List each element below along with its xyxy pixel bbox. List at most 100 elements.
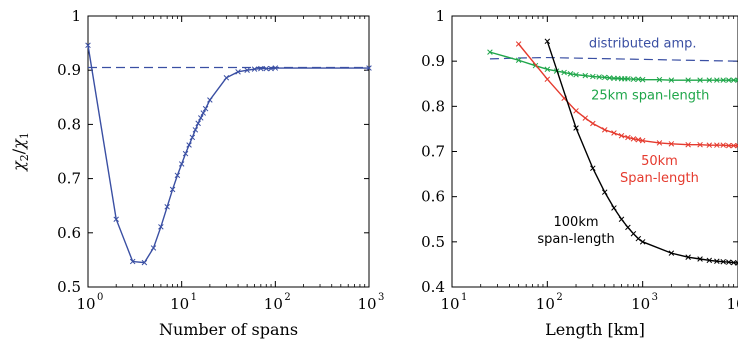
x-tick-base: 10 [726,295,738,313]
annotation-text: Span-length [620,171,699,186]
data-point-marker [195,120,201,127]
data-point-marker [606,75,613,81]
data-point-marker [573,108,579,114]
x-tick-base: 10 [264,295,283,313]
annotation-text: 50km [641,154,678,169]
right-chart-panel: 0.40.50.60.70.80.91101102103104distribut… [421,7,738,339]
data-point-marker [656,140,663,146]
data-point-marker [668,250,675,256]
y-tick-label: 0.7 [421,143,445,161]
annotation-text: 100km [554,215,599,230]
data-point-marker [590,120,596,127]
data-point-marker [618,216,625,223]
data-point-marker [697,77,703,83]
annotation-text: span-length [537,232,614,247]
data-point-marker [726,142,732,149]
data-point-marker [656,76,663,83]
data-point-marker [129,258,136,265]
y-tick-label: 1 [435,7,445,25]
data-point-marker [726,259,732,265]
data-point-marker [625,224,631,231]
x-tick-label: 10 1 [440,292,467,313]
x-tick-exponent: 3 [378,292,384,303]
data-point-marker [611,75,617,82]
data-point-marker [223,75,230,81]
data-point-marker [186,142,192,148]
x-tick-label: 10 1 [170,292,197,313]
data-point-marker [714,142,720,148]
data-point-marker [706,257,713,264]
y-tick-label: 0.8 [57,115,81,133]
y-axis-label: χ2/χ1 [9,132,31,172]
series-1 [487,49,738,83]
data-point-marker [611,130,617,136]
data-point-marker [714,258,720,265]
data-point-marker [630,230,637,237]
x-tick-base: 10 [76,295,95,313]
data-point-marker [726,77,732,83]
y-tick-label: 0.9 [421,52,445,70]
x-tick-exponent: 1 [461,292,467,303]
data-point-marker [630,76,637,82]
data-point-marker [192,127,199,133]
data-point-marker [202,105,209,112]
data-point-marker [590,73,596,80]
data-point-marker [611,205,617,211]
y-tick-label: 1 [71,7,81,25]
data-point-marker [85,42,91,49]
data-point-marker [720,77,726,83]
data-point-marker [174,172,181,179]
x-axis-label: Number of spans [159,320,298,339]
data-point-marker [730,142,737,149]
y-tick-label: 0.5 [421,233,445,251]
data-point-marker [601,127,608,133]
data-point-marker [244,67,250,73]
data-point-marker [639,239,646,245]
series-line [489,51,738,81]
data-point-marker [169,186,176,193]
series-annotation: 50km Span-length [620,154,699,186]
x-tick-label: 104 [726,295,738,313]
x-tick-label: 10 2 [264,292,291,313]
y-tick-label: 0.6 [421,188,445,206]
data-point-marker [158,224,164,230]
data-point-marker [178,161,185,167]
y-tick-label: 0.6 [57,224,81,242]
x-tick-base: 10 [440,295,459,313]
series-annotation: 25km span-length [591,89,709,104]
data-point-marker [706,142,713,148]
x-tick-exponent: 2 [556,292,562,303]
x-tick-label: 10 3 [357,292,384,313]
data-point-marker [200,110,207,116]
data-point-marker [697,256,703,262]
data-point-marker [150,245,157,251]
x-tick-label: 10 0 [76,292,103,313]
data-point-marker [735,77,738,83]
data-point-marker [487,49,493,55]
series-annotation: distributed amp. [589,37,697,52]
data-point-marker [573,71,579,78]
x-tick-exponent: 2 [284,292,290,303]
x-tick-base: 10 [631,295,650,313]
data-point-marker [567,71,574,77]
data-point-marker [113,216,119,223]
data-point-marker [515,41,522,47]
data-point-marker [635,76,642,82]
plot-frame [87,15,370,288]
data-point-marker [561,69,567,76]
data-point-marker [625,76,631,82]
data-point-marker [182,150,189,157]
x-tick-exponent: 1 [191,292,197,303]
y-tick-label: 0.9 [57,61,81,79]
data-point-marker [730,259,737,266]
data-point-marker [601,74,608,81]
x-tick-base: 10 [536,295,555,313]
y-tick-label: 0.7 [57,170,81,188]
data-point-marker [515,57,522,64]
data-point-marker [639,137,646,144]
data-point-marker [601,189,608,195]
data-point-marker [618,132,625,139]
data-point-marker [706,77,713,83]
data-point-marker [697,141,703,148]
